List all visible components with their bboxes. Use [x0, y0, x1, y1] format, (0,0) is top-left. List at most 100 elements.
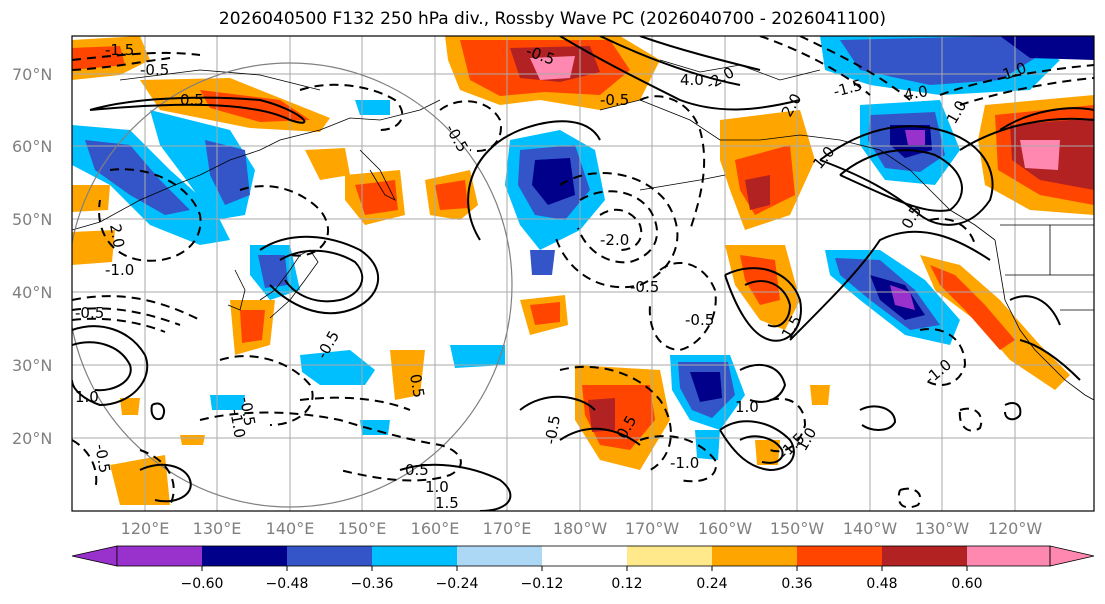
contour-dashed	[759, 36, 911, 101]
lon-label: 180°W	[553, 519, 608, 538]
coastline-korea	[227, 269, 246, 311]
shade-negative	[690, 372, 722, 402]
contour-dashed	[939, 64, 1094, 106]
contour-dashed	[239, 185, 330, 257]
colorbar-swatch	[287, 546, 372, 566]
colorbar-tick: −0.24	[436, 576, 479, 592]
contour-dashed	[554, 172, 679, 289]
contour-solid	[789, 230, 991, 341]
lat-label: 20°N	[12, 429, 52, 448]
shade-positive	[355, 180, 398, 215]
colorbar-tick: 0.36	[781, 576, 812, 592]
lon-label: 140°E	[266, 519, 315, 538]
contour-solid	[72, 341, 132, 392]
lon-label: 160°E	[411, 519, 460, 538]
shade-positive	[240, 310, 265, 343]
contour-label: -1.0	[226, 408, 249, 440]
contour-solid	[859, 405, 897, 431]
contour-label: -0.5	[75, 304, 104, 322]
contour-label: 0.5	[405, 461, 429, 479]
shade-negative	[85, 140, 190, 215]
contour-dashed	[559, 365, 672, 471]
map-title: 2026040500 F132 250 hPa div., Rossby Wav…	[218, 9, 887, 29]
contour-label: -0.5	[600, 91, 629, 109]
contour-solid	[467, 120, 601, 241]
shade-positive	[120, 398, 140, 415]
contour-solid	[519, 395, 641, 446]
coastline-aleutians	[639, 174, 726, 191]
shade-negative	[890, 285, 915, 310]
contour-label: -1.5	[105, 41, 134, 59]
colorbar-swatch	[712, 546, 797, 566]
contour-solid	[279, 249, 364, 303]
shade-negative	[532, 158, 575, 205]
contour-dashed	[769, 397, 807, 453]
contour-label: -0.5	[140, 61, 169, 79]
colorbar-frame	[116, 545, 1051, 567]
contour-label: 1.0	[425, 478, 449, 496]
contour-solid	[599, 36, 741, 86]
colorbar-swatch	[967, 546, 1050, 566]
shade-negative	[258, 255, 288, 288]
shade-positive	[390, 350, 425, 400]
shade-positive	[305, 148, 350, 180]
lat-label: 70°N	[12, 65, 52, 84]
contour-dashed	[639, 435, 717, 483]
contour-label: -0.5	[236, 396, 259, 428]
contour-dashed	[648, 261, 717, 352]
contour-label: -1.0	[670, 454, 699, 472]
shade-negative	[905, 130, 925, 145]
contour-solid	[89, 96, 306, 124]
contour-solid	[72, 325, 149, 407]
contour-solid	[739, 435, 784, 464]
contour-label: -0.5	[685, 311, 714, 329]
contour-dashed	[439, 100, 502, 152]
contour-solid	[639, 36, 761, 71]
lon-label: 130°E	[193, 519, 242, 538]
contour-dashed	[958, 407, 983, 432]
colorbar-tick: 0.48	[866, 576, 897, 592]
contour-label: -1.0	[105, 261, 134, 279]
lon-label: 170°E	[483, 519, 532, 538]
colorbar-swatch	[117, 546, 202, 566]
contour-solid	[259, 235, 380, 315]
graticule	[72, 36, 1094, 511]
shade-positive	[745, 175, 770, 210]
colorbar-tick: −0.12	[521, 576, 564, 592]
shade-negative	[210, 395, 245, 410]
contour-label: 4.0	[680, 71, 704, 89]
coastline-kamchatka	[359, 149, 396, 201]
contour-label: -2.0	[600, 231, 629, 249]
longitude-labels: 120°E 130°E 140°E 150°E 160°E 170°E 180°…	[121, 519, 1043, 538]
contour-solid	[719, 420, 795, 472]
contour-dashed	[897, 487, 922, 509]
colorbar-tick: 0.12	[611, 576, 642, 592]
shade-positive	[588, 398, 615, 432]
contour-dashed	[599, 208, 643, 251]
shade-positive	[930, 265, 1015, 350]
colorbar-tick: −0.36	[351, 576, 394, 592]
shade-positive	[72, 46, 125, 70]
lon-label: 150°W	[770, 519, 825, 538]
shade-negative	[205, 140, 250, 205]
shade-negative	[300, 350, 375, 385]
colorbar-swatch	[202, 546, 287, 566]
colorbar-tick: −0.48	[266, 576, 309, 592]
contour-solid	[1009, 295, 1081, 381]
colorbar-extend-left	[71, 545, 118, 567]
range-circle	[72, 62, 513, 508]
colorbar-tick: −0.60	[181, 576, 224, 592]
contour-dashed	[219, 355, 314, 426]
contour-label: -0.5	[91, 443, 114, 475]
contour-label: 4.0	[903, 82, 930, 104]
contour-label: 1.0	[735, 398, 759, 416]
coastline-na-west	[994, 239, 1094, 401]
colorbar-swatch	[457, 546, 542, 566]
coastline-asia	[72, 99, 441, 231]
lat-label: 40°N	[12, 283, 52, 302]
contour-solid	[739, 364, 787, 403]
contour-solid	[150, 402, 166, 421]
lon-label: 120°W	[988, 519, 1043, 538]
shade-positive	[72, 185, 110, 212]
